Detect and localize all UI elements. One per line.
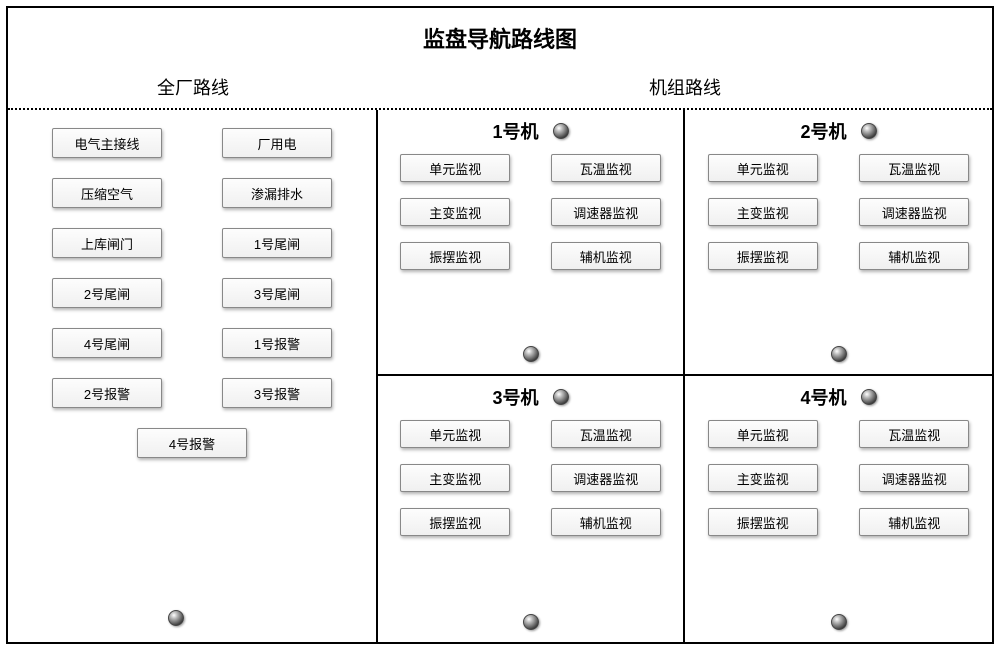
plant-btn-tail-gate-3[interactable]: 3号尾闸 (222, 278, 332, 308)
body: 电气主接线 厂用电 压缩空气 渗漏排水 上库闸门 1号尾闸 2号尾闸 3号尾闸 … (8, 110, 992, 642)
plant-route-header: 全厂路线 (8, 74, 378, 106)
unit-4-header: 4号机 (701, 384, 976, 410)
status-dot-icon (831, 346, 847, 362)
unit-btn-aux[interactable]: 辅机监视 (859, 242, 969, 270)
unit-1-panel: 1号机 单元监视 瓦温监视 主变监视 调速器监视 振摆监视 辅机监视 (378, 110, 685, 376)
plant-btn-compressed-air[interactable]: 压缩空气 (52, 178, 162, 208)
unit-btn-tile-temp[interactable]: 瓦温监视 (859, 154, 969, 182)
unit-btn-vibration[interactable]: 振摆监视 (708, 242, 818, 270)
unit-4-grid: 单元监视 瓦温监视 主变监视 调速器监视 振摆监视 辅机监视 (701, 420, 976, 536)
plant-button-grid: 电气主接线 厂用电 压缩空气 渗漏排水 上库闸门 1号尾闸 2号尾闸 3号尾闸 … (38, 128, 346, 458)
section-headers: 全厂路线 机组路线 (8, 74, 992, 106)
plant-btn-upper-gate[interactable]: 上库闸门 (52, 228, 162, 258)
unit-2-title: 2号机 (800, 118, 846, 144)
plant-route-panel: 电气主接线 厂用电 压缩空气 渗漏排水 上库闸门 1号尾闸 2号尾闸 3号尾闸 … (8, 110, 378, 642)
page-title: 监盘导航路线图 (8, 8, 992, 74)
main-frame: 监盘导航路线图 全厂路线 机组路线 电气主接线 厂用电 压缩空气 渗漏排水 上库… (6, 6, 994, 644)
status-dot-icon (553, 389, 569, 405)
unit-1-title: 1号机 (492, 118, 538, 144)
status-dot-icon (861, 123, 877, 139)
unit-btn-aux[interactable]: 辅机监视 (551, 508, 661, 536)
status-dot-icon (831, 614, 847, 630)
unit-btn-main-trans[interactable]: 主变监视 (400, 464, 510, 492)
unit-btn-governor[interactable]: 调速器监视 (859, 464, 969, 492)
unit-btn-vibration[interactable]: 振摆监视 (400, 508, 510, 536)
unit-4-panel: 4号机 单元监视 瓦温监视 主变监视 调速器监视 振摆监视 辅机监视 (685, 376, 992, 642)
unit-3-grid: 单元监视 瓦温监视 主变监视 调速器监视 振摆监视 辅机监视 (394, 420, 667, 536)
unit-1-grid: 单元监视 瓦温监视 主变监视 调速器监视 振摆监视 辅机监视 (394, 154, 667, 270)
plant-btn-tail-gate-4[interactable]: 4号尾闸 (52, 328, 162, 358)
unit-btn-tile-temp[interactable]: 瓦温监视 (859, 420, 969, 448)
plant-btn-tail-gate-1[interactable]: 1号尾闸 (222, 228, 332, 258)
unit-btn-aux[interactable]: 辅机监视 (859, 508, 969, 536)
unit-btn-element-monitor[interactable]: 单元监视 (708, 420, 818, 448)
plant-btn-alarm-1[interactable]: 1号报警 (222, 328, 332, 358)
unit-btn-governor[interactable]: 调速器监视 (551, 464, 661, 492)
unit-btn-vibration[interactable]: 振摆监视 (708, 508, 818, 536)
unit-2-panel: 2号机 单元监视 瓦温监视 主变监视 调速器监视 振摆监视 辅机监视 (685, 110, 992, 376)
unit-btn-governor[interactable]: 调速器监视 (859, 198, 969, 226)
plant-btn-alarm-4[interactable]: 4号报警 (137, 428, 247, 458)
status-dot-icon (523, 346, 539, 362)
status-dot-icon (523, 614, 539, 630)
plant-btn-tail-gate-2[interactable]: 2号尾闸 (52, 278, 162, 308)
status-dot-icon (861, 389, 877, 405)
plant-btn-station-power[interactable]: 厂用电 (222, 128, 332, 158)
unit-3-header: 3号机 (394, 384, 667, 410)
unit-btn-main-trans[interactable]: 主变监视 (400, 198, 510, 226)
unit-btn-tile-temp[interactable]: 瓦温监视 (551, 420, 661, 448)
unit-2-grid: 单元监视 瓦温监视 主变监视 调速器监视 振摆监视 辅机监视 (701, 154, 976, 270)
unit-btn-element-monitor[interactable]: 单元监视 (400, 420, 510, 448)
unit-btn-tile-temp[interactable]: 瓦温监视 (551, 154, 661, 182)
unit-btn-main-trans[interactable]: 主变监视 (708, 464, 818, 492)
unit-route-header: 机组路线 (378, 74, 992, 106)
unit-1-header: 1号机 (394, 118, 667, 144)
unit-btn-main-trans[interactable]: 主变监视 (708, 198, 818, 226)
plant-btn-leak-drain[interactable]: 渗漏排水 (222, 178, 332, 208)
unit-route-panel: 1号机 单元监视 瓦温监视 主变监视 调速器监视 振摆监视 辅机监视 2号机 (378, 110, 992, 642)
unit-btn-element-monitor[interactable]: 单元监视 (400, 154, 510, 182)
plant-btn-electrical-main[interactable]: 电气主接线 (52, 128, 162, 158)
unit-2-header: 2号机 (701, 118, 976, 144)
unit-3-title: 3号机 (492, 384, 538, 410)
unit-btn-element-monitor[interactable]: 单元监视 (708, 154, 818, 182)
status-dot-icon (553, 123, 569, 139)
unit-4-title: 4号机 (800, 384, 846, 410)
plant-btn-alarm-2[interactable]: 2号报警 (52, 378, 162, 408)
status-dot-icon (168, 610, 184, 626)
plant-btn-alarm-3[interactable]: 3号报警 (222, 378, 332, 408)
unit-btn-vibration[interactable]: 振摆监视 (400, 242, 510, 270)
unit-btn-governor[interactable]: 调速器监视 (551, 198, 661, 226)
unit-btn-aux[interactable]: 辅机监视 (551, 242, 661, 270)
unit-3-panel: 3号机 单元监视 瓦温监视 主变监视 调速器监视 振摆监视 辅机监视 (378, 376, 685, 642)
